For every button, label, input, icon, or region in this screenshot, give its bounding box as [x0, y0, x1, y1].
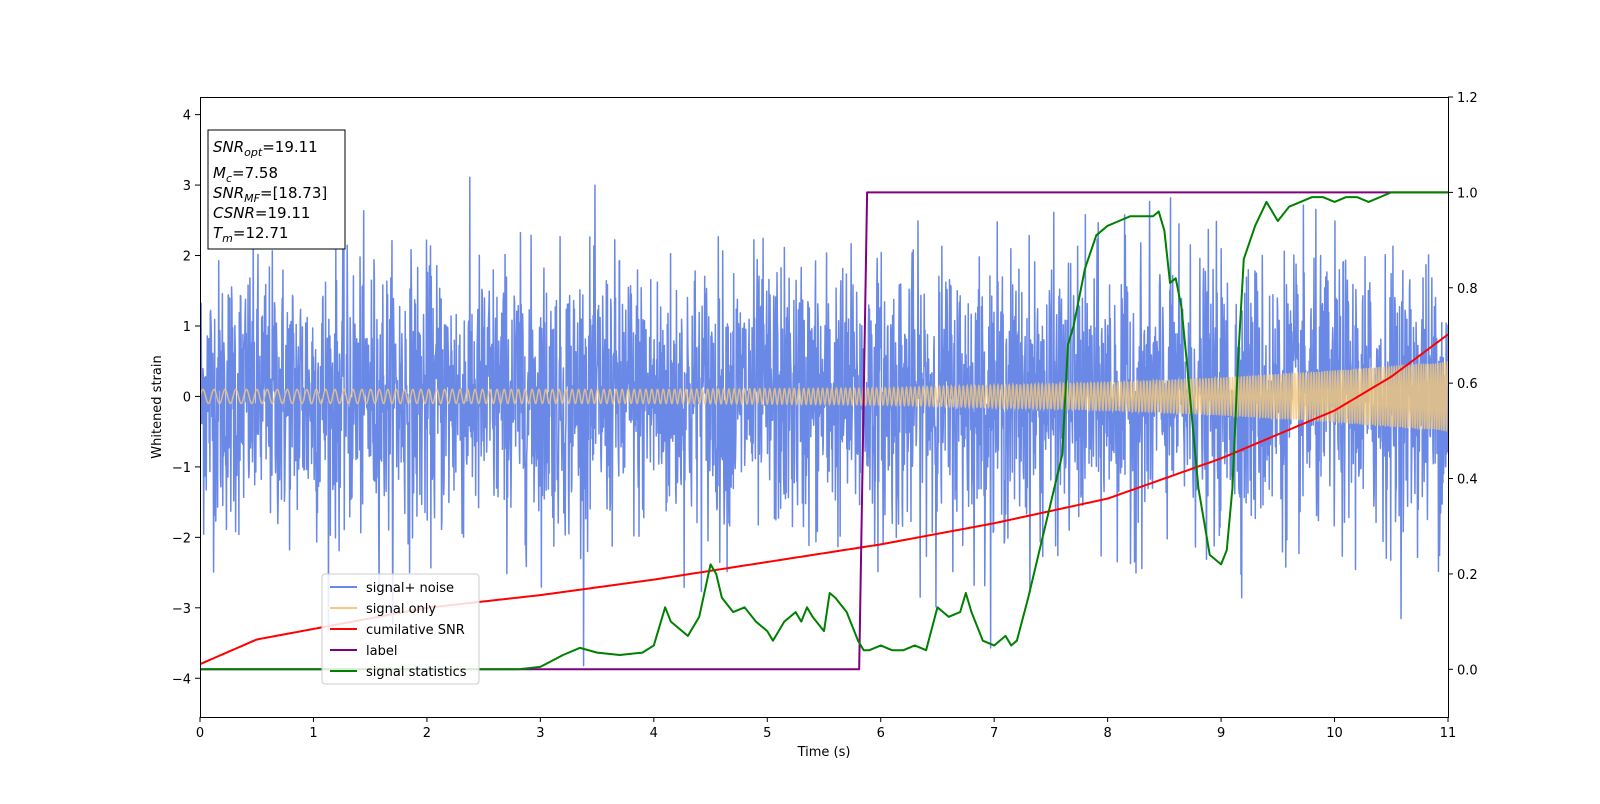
axes-frame [200, 97, 1449, 718]
annotation-line: SNRMF=[18.73] [213, 184, 327, 205]
stats-annotation: SNRopt=19.11Mc=7.58SNRMF=[18.73]CSNR=19.… [207, 129, 346, 250]
y-tick-label: 2 [183, 250, 191, 265]
annotation-value: =7.58 [232, 164, 278, 182]
series-signal-only-line [200, 361, 1448, 432]
x-axis-label: Time (s) [797, 745, 851, 760]
y2-tick-label: 0.2 [1457, 568, 1478, 583]
y-axis: 4 3 2 1 0 −1 −2 −3 −4 [172, 109, 200, 687]
y2-tick-label: 0.8 [1457, 282, 1478, 297]
y2-tick-label: 1.0 [1457, 186, 1478, 201]
annotation-subscript: m [222, 232, 233, 245]
y-tick-label: −3 [172, 602, 191, 617]
x-tick-label: 9 [1217, 726, 1225, 741]
series-signal-plus-noise-line [200, 176, 1448, 667]
y-tick-label: 1 [183, 320, 191, 335]
legend-label: cumilative SNR [366, 623, 465, 638]
x-tick-label: 3 [536, 726, 544, 741]
x-tick-label: 5 [763, 726, 771, 741]
annotation-line: CSNR=19.11 [213, 204, 310, 222]
annotation-line: Tm=12.71 [213, 224, 288, 245]
legend: signal+ noise signal only cumilative SNR la… [321, 573, 480, 685]
y-tick-label: −1 [172, 461, 191, 476]
annotation-value: =19.11 [255, 204, 311, 222]
y2-tick-label: 0.0 [1457, 663, 1478, 678]
y-tick-label: 4 [183, 109, 191, 124]
y2-tick-label: 0.6 [1457, 377, 1478, 392]
annotation-line: Mc=7.58 [213, 164, 278, 185]
y2-axis: 1.2 1.0 0.8 0.6 0.4 0.2 0.0 [1448, 91, 1478, 678]
legend-label: label [366, 644, 397, 659]
y-tick-label: 0 [183, 390, 191, 405]
x-tick-label: 1 [309, 726, 317, 741]
annotation-variable: M [213, 164, 226, 182]
annotation-variable: SNR [213, 184, 244, 202]
y-axis-label: Whitened strain [150, 355, 165, 458]
annotation-value: =19.11 [262, 138, 318, 156]
annotation-frame [207, 129, 346, 250]
y-tick-label: −2 [172, 531, 191, 546]
x-axis: 0 1 2 3 4 5 6 7 8 9 10 11 [196, 717, 1456, 741]
y-tick-label: −4 [172, 672, 191, 687]
x-tick-label: 11 [1440, 726, 1457, 741]
annotation-value: =[18.73] [260, 184, 327, 202]
x-tick-label: 2 [423, 726, 431, 741]
annotation-line: SNRopt=19.11 [213, 138, 318, 159]
x-tick-label: 4 [650, 726, 658, 741]
annotation-variable: SNR [213, 138, 244, 156]
annotation-value: =12.71 [233, 224, 289, 242]
series-signal-statistics-line [200, 191, 1448, 671]
annotation-subscript: c [226, 172, 232, 185]
y2-tick-label: 0.4 [1457, 473, 1478, 488]
series-label-line [200, 191, 1448, 671]
legend-frame [321, 573, 480, 685]
x-tick-label: 0 [196, 726, 204, 741]
legend-label: signal+ noise [366, 581, 454, 596]
x-tick-label: 10 [1326, 726, 1343, 741]
annotation-variable: T [213, 224, 224, 242]
annotation-variable: CSNR [213, 204, 255, 222]
y2-tick-label: 1.2 [1457, 91, 1478, 106]
legend-label: signal statistics [366, 665, 467, 680]
annotation-subscript: opt [244, 146, 263, 159]
x-tick-label: 7 [990, 726, 998, 741]
annotation-subscript: MF [244, 192, 260, 205]
legend-label: signal only [366, 602, 436, 617]
x-tick-label: 8 [1103, 726, 1111, 741]
x-tick-label: 6 [877, 726, 885, 741]
y-tick-label: 3 [183, 179, 191, 194]
